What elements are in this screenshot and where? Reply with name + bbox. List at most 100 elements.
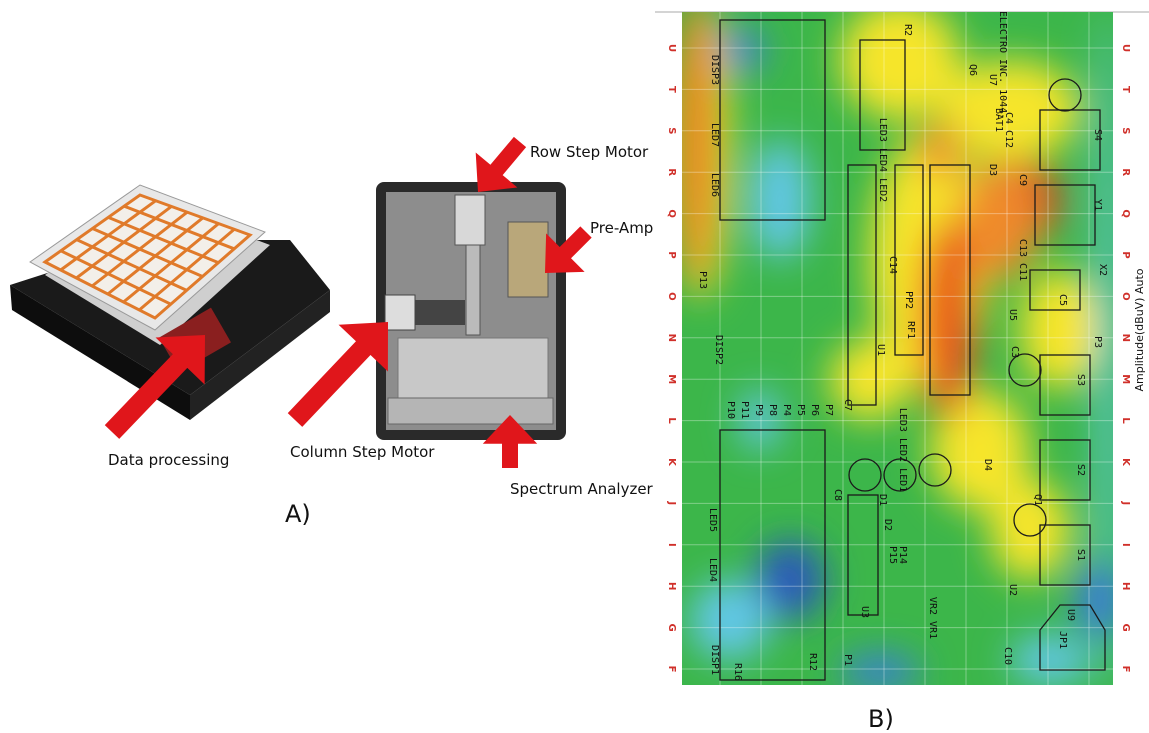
- component-label: C5: [1057, 294, 1068, 306]
- row-label: P: [1120, 251, 1131, 258]
- component-label: S1: [1075, 549, 1086, 561]
- component-label: P14: [897, 546, 908, 564]
- component-label: C3: [1009, 346, 1020, 358]
- row-label: I: [666, 543, 677, 547]
- row-label: U: [1120, 44, 1131, 52]
- row-label: O: [1120, 292, 1131, 301]
- heat-region: [920, 120, 960, 180]
- caption: A): [285, 500, 311, 528]
- heat-region: [690, 580, 770, 660]
- row-label: M: [1120, 374, 1131, 384]
- component-label: DISP2: [713, 335, 724, 365]
- component-label: R2: [902, 24, 913, 36]
- label: Row Step Motor: [530, 143, 649, 161]
- row-label: N: [1120, 334, 1131, 342]
- row-label: Q: [666, 209, 677, 218]
- component-label: LED6: [709, 173, 720, 197]
- component-label: S3: [1075, 374, 1086, 386]
- component-label: X2: [1097, 264, 1108, 276]
- row-label: T: [666, 86, 677, 93]
- row-label: S: [666, 127, 677, 134]
- row-label: R: [1120, 168, 1131, 176]
- row-label: L: [1120, 417, 1131, 424]
- component-label: D3: [987, 164, 998, 176]
- label: Spectrum Analyzer: [510, 480, 654, 498]
- label: Column Step Motor: [290, 443, 435, 461]
- component-label: LED4: [707, 558, 718, 582]
- component-label: RF1: [905, 321, 916, 339]
- component-label: U3: [859, 606, 870, 618]
- row-label: F: [1120, 666, 1131, 673]
- component-label: VR2 VR1: [927, 597, 938, 639]
- component-label: U1: [875, 344, 886, 356]
- row-label: O: [666, 292, 677, 301]
- component-label: R12: [807, 653, 818, 671]
- figure: Row Step Motor Pre-Amp Data processing C…: [0, 0, 1149, 733]
- component-label: C9: [1017, 174, 1028, 186]
- component-label: LED3 LED4 LED2: [877, 118, 888, 202]
- component-label: D1: [877, 494, 888, 506]
- caption: B): [868, 705, 894, 733]
- component-label: C10: [1002, 647, 1013, 665]
- component-label: U2: [1007, 584, 1018, 596]
- row-label: Q: [1120, 209, 1131, 218]
- component-label: JP1: [1057, 631, 1068, 649]
- label: Data processing: [108, 451, 229, 469]
- component-label: P5: [795, 404, 806, 416]
- row-label: I: [1120, 543, 1131, 547]
- row-label: R: [666, 168, 677, 176]
- axis-label: Amplitude(dBuV) Auto: [1133, 268, 1146, 391]
- component-label: P6: [809, 404, 820, 416]
- component-label: R16: [732, 663, 743, 681]
- component-label: U9: [1065, 609, 1076, 621]
- component-label: PP2: [903, 291, 914, 309]
- heat-region: [720, 28, 764, 72]
- heat-region: [680, 0, 712, 290]
- row-label: M: [666, 374, 677, 384]
- row-label: J: [1120, 501, 1131, 506]
- row-label: H: [1120, 582, 1131, 590]
- row-label: P: [666, 251, 677, 258]
- component-label: C14: [887, 256, 898, 274]
- component-label: P1: [842, 654, 853, 666]
- row-label: U: [666, 44, 677, 52]
- component-label: P3: [1092, 336, 1103, 348]
- component-label: P4: [781, 404, 792, 416]
- heat-region: [740, 390, 780, 450]
- component-label: LED5: [707, 508, 718, 532]
- component-label: C13 C11: [1017, 239, 1028, 281]
- component-label: DISP1: [709, 645, 720, 675]
- component-label: U7: [987, 74, 998, 86]
- component-label: P8: [767, 404, 778, 416]
- component-label: C7: [842, 399, 853, 411]
- component-label: S2: [1075, 464, 1086, 476]
- component-label: Y1: [1092, 199, 1103, 211]
- heat-region: [1010, 635, 1090, 685]
- row-label: J: [666, 501, 677, 506]
- row-label: K: [666, 458, 677, 467]
- heat-region: [1020, 270, 1100, 390]
- component-label: Q1: [1032, 494, 1043, 506]
- component-label: LED3 LED2 LED1: [897, 408, 908, 492]
- row-label: G: [1120, 623, 1131, 631]
- component-label: P9: [753, 404, 764, 416]
- row-label: L: [666, 417, 677, 424]
- component-label: D4: [982, 459, 993, 471]
- row-label: H: [666, 582, 677, 590]
- component-label: RECO ELECTRO INC. 1044-: [997, 0, 1008, 119]
- component-label: S4: [1092, 129, 1103, 141]
- component-label: U5: [1007, 309, 1018, 321]
- row-label: G: [666, 623, 677, 631]
- component-label: Q6: [967, 64, 978, 76]
- component-label: C8: [832, 489, 843, 501]
- component-label: DISP3: [709, 55, 720, 85]
- arrow: [288, 322, 388, 427]
- row-label: F: [666, 666, 677, 673]
- row-label: K: [1120, 458, 1131, 467]
- row-label: S: [1120, 127, 1131, 134]
- heat-region: [750, 140, 810, 260]
- label: Pre-Amp: [590, 219, 653, 237]
- component-label: P7: [823, 404, 834, 416]
- box-photo: [376, 182, 566, 440]
